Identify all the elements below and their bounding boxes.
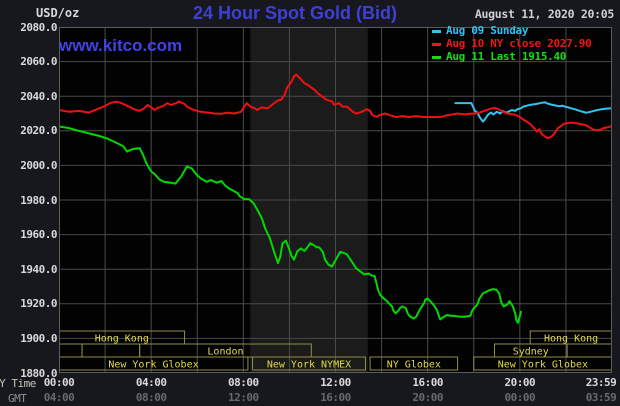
- y-tick-label: 2020.0: [20, 124, 57, 138]
- x-tick-label-nytime: 12:00: [320, 376, 351, 389]
- legend-label: Aug 10 NY close 2027.90: [446, 37, 592, 50]
- session-label: Hong Kong: [544, 334, 598, 345]
- y-tick-label: 2040.0: [20, 89, 57, 103]
- x-tick-label-gmt: 08:00: [135, 391, 167, 404]
- session-label: London: [207, 347, 243, 358]
- y-tick-label: 2080.0: [20, 20, 57, 34]
- session-box: [59, 356, 249, 371]
- x-axis-row2-label: GMT: [8, 392, 27, 405]
- legend-label: Aug 11 Last 1915.40: [446, 50, 567, 63]
- x-tick-label-gmt: 00:00: [504, 391, 536, 404]
- y-tick-label: 1920.0: [20, 297, 57, 311]
- y-tick-label: 1900.0: [20, 331, 57, 345]
- y-tick-label: 1940.0: [20, 262, 57, 276]
- legend-item-aug11: Aug 11 Last 1915.40: [432, 50, 591, 63]
- session-box: [252, 356, 366, 371]
- x-tick-label-gmt: 12:00: [228, 391, 259, 404]
- price-chart-plot: Hong Kong Hong Kong London Sydney New York G…: [59, 27, 612, 373]
- legend-dash-icon: [432, 42, 441, 46]
- y-tick-label: 2000.0: [20, 158, 57, 172]
- y-axis-units-label: USD/oz: [36, 6, 80, 20]
- legend-item-aug09: Aug 09 Sunday: [432, 24, 591, 37]
- series-line-0: [454, 101, 612, 123]
- legend-dash-icon: [432, 55, 441, 59]
- x-tick-label-nytime: 20:00: [504, 376, 536, 389]
- page-title: 24 Hour Spot Gold (Bid): [193, 3, 397, 23]
- kitco-watermark-link[interactable]: www.kitco.com: [59, 36, 183, 55]
- session-label: NY Globex: [387, 360, 441, 371]
- x-tick-label-gmt: 16:00: [320, 391, 351, 404]
- y-tick-label: 1880.0: [20, 366, 57, 380]
- session-label: Hong Kong: [95, 334, 149, 345]
- x-tick-label-nytime: 16:00: [412, 376, 443, 389]
- session-label: New York Globex: [498, 360, 588, 371]
- y-tick-label: 2060.0: [20, 55, 57, 69]
- y-tick-label: 1960.0: [20, 228, 57, 242]
- legend-item-aug10: Aug 10 NY close 2027.90: [432, 37, 592, 50]
- series-line-1: [59, 73, 612, 140]
- x-tick-label-gmt: 20:00: [412, 391, 443, 404]
- x-axis-row1-label: NY Time: [0, 377, 36, 390]
- session-label: New York NYMEX: [267, 360, 351, 371]
- session-label: Sydney: [513, 347, 549, 358]
- plot-frame: [59, 27, 612, 373]
- chart-datetime: August 11, 2020 20:05: [474, 7, 614, 21]
- series-line-2: [59, 125, 522, 324]
- x-tick-label-nytime: 08:00: [228, 376, 259, 389]
- x-tick-label-nytime: 04:00: [135, 376, 167, 389]
- session-box: [369, 356, 459, 371]
- x-tick-label-gmt: 03:59: [585, 391, 617, 404]
- x-tick-label-nytime: 23:59: [585, 376, 617, 389]
- x-tick-label-nytime: 00:00: [43, 376, 75, 389]
- chart-legend: Aug 09 Sunday Aug 10 NY close 2027.90 Au…: [432, 24, 592, 63]
- session-box: [473, 356, 612, 371]
- legend-label: Aug 09 Sunday: [446, 24, 529, 37]
- session-label: New York Globex: [108, 360, 198, 371]
- legend-dash-icon: [432, 29, 441, 33]
- y-tick-label: 1980.0: [20, 193, 57, 207]
- x-tick-label-gmt: 04:00: [43, 391, 75, 404]
